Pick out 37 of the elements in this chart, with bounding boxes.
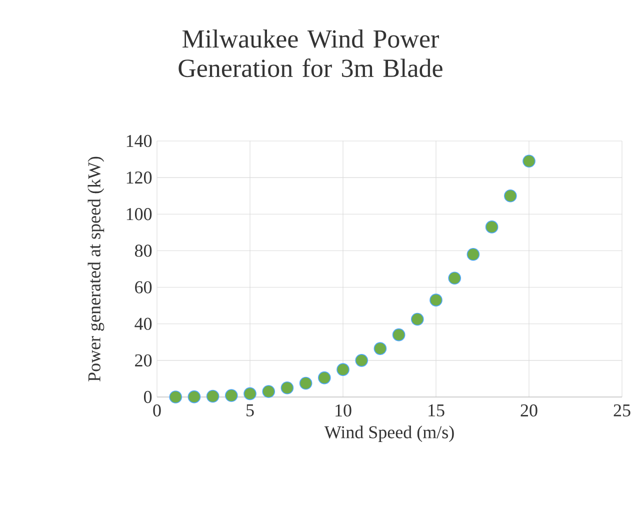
x-tick-label: 5 bbox=[246, 404, 254, 416]
x-tick-label: 20 bbox=[520, 404, 538, 417]
x-axis-title: Wind Speed (m/s) bbox=[324, 426, 454, 442]
y-tick-label: 20 bbox=[135, 354, 152, 366]
point bbox=[318, 371, 331, 384]
point bbox=[299, 376, 312, 390]
point bbox=[225, 389, 238, 402]
point bbox=[485, 220, 498, 234]
y-tick-label: 40 bbox=[134, 318, 152, 330]
y-tick-label: 120 bbox=[126, 171, 152, 184]
point bbox=[448, 272, 462, 285]
x-tick-label: 10 bbox=[336, 404, 352, 417]
x-tick-label: 25 bbox=[614, 404, 630, 416]
point bbox=[355, 354, 368, 367]
y-axis-title: Power generated at speed (kW) bbox=[88, 156, 104, 382]
y-tick-label: 60 bbox=[135, 281, 152, 294]
y-tick-label: 80 bbox=[134, 244, 152, 257]
y-tick-label: 100 bbox=[126, 208, 152, 220]
x-tick-label: 0 bbox=[153, 404, 161, 417]
point bbox=[392, 328, 406, 342]
point bbox=[411, 312, 424, 326]
x-tick-label: 15 bbox=[428, 404, 444, 416]
point bbox=[280, 381, 294, 394]
y-tick-label: 0 bbox=[144, 390, 152, 404]
point bbox=[188, 390, 201, 404]
chart-title: Milwaukee Wind Power Generation for 3m Blade bbox=[178, 29, 442, 78]
point bbox=[504, 189, 517, 202]
point bbox=[206, 390, 220, 403]
point bbox=[430, 294, 442, 306]
point bbox=[244, 387, 256, 400]
point bbox=[522, 154, 536, 168]
point bbox=[374, 342, 387, 355]
point bbox=[466, 248, 480, 261]
point bbox=[336, 363, 350, 376]
point bbox=[169, 390, 182, 404]
point bbox=[262, 385, 276, 398]
y-tick-label: 140 bbox=[126, 134, 152, 148]
